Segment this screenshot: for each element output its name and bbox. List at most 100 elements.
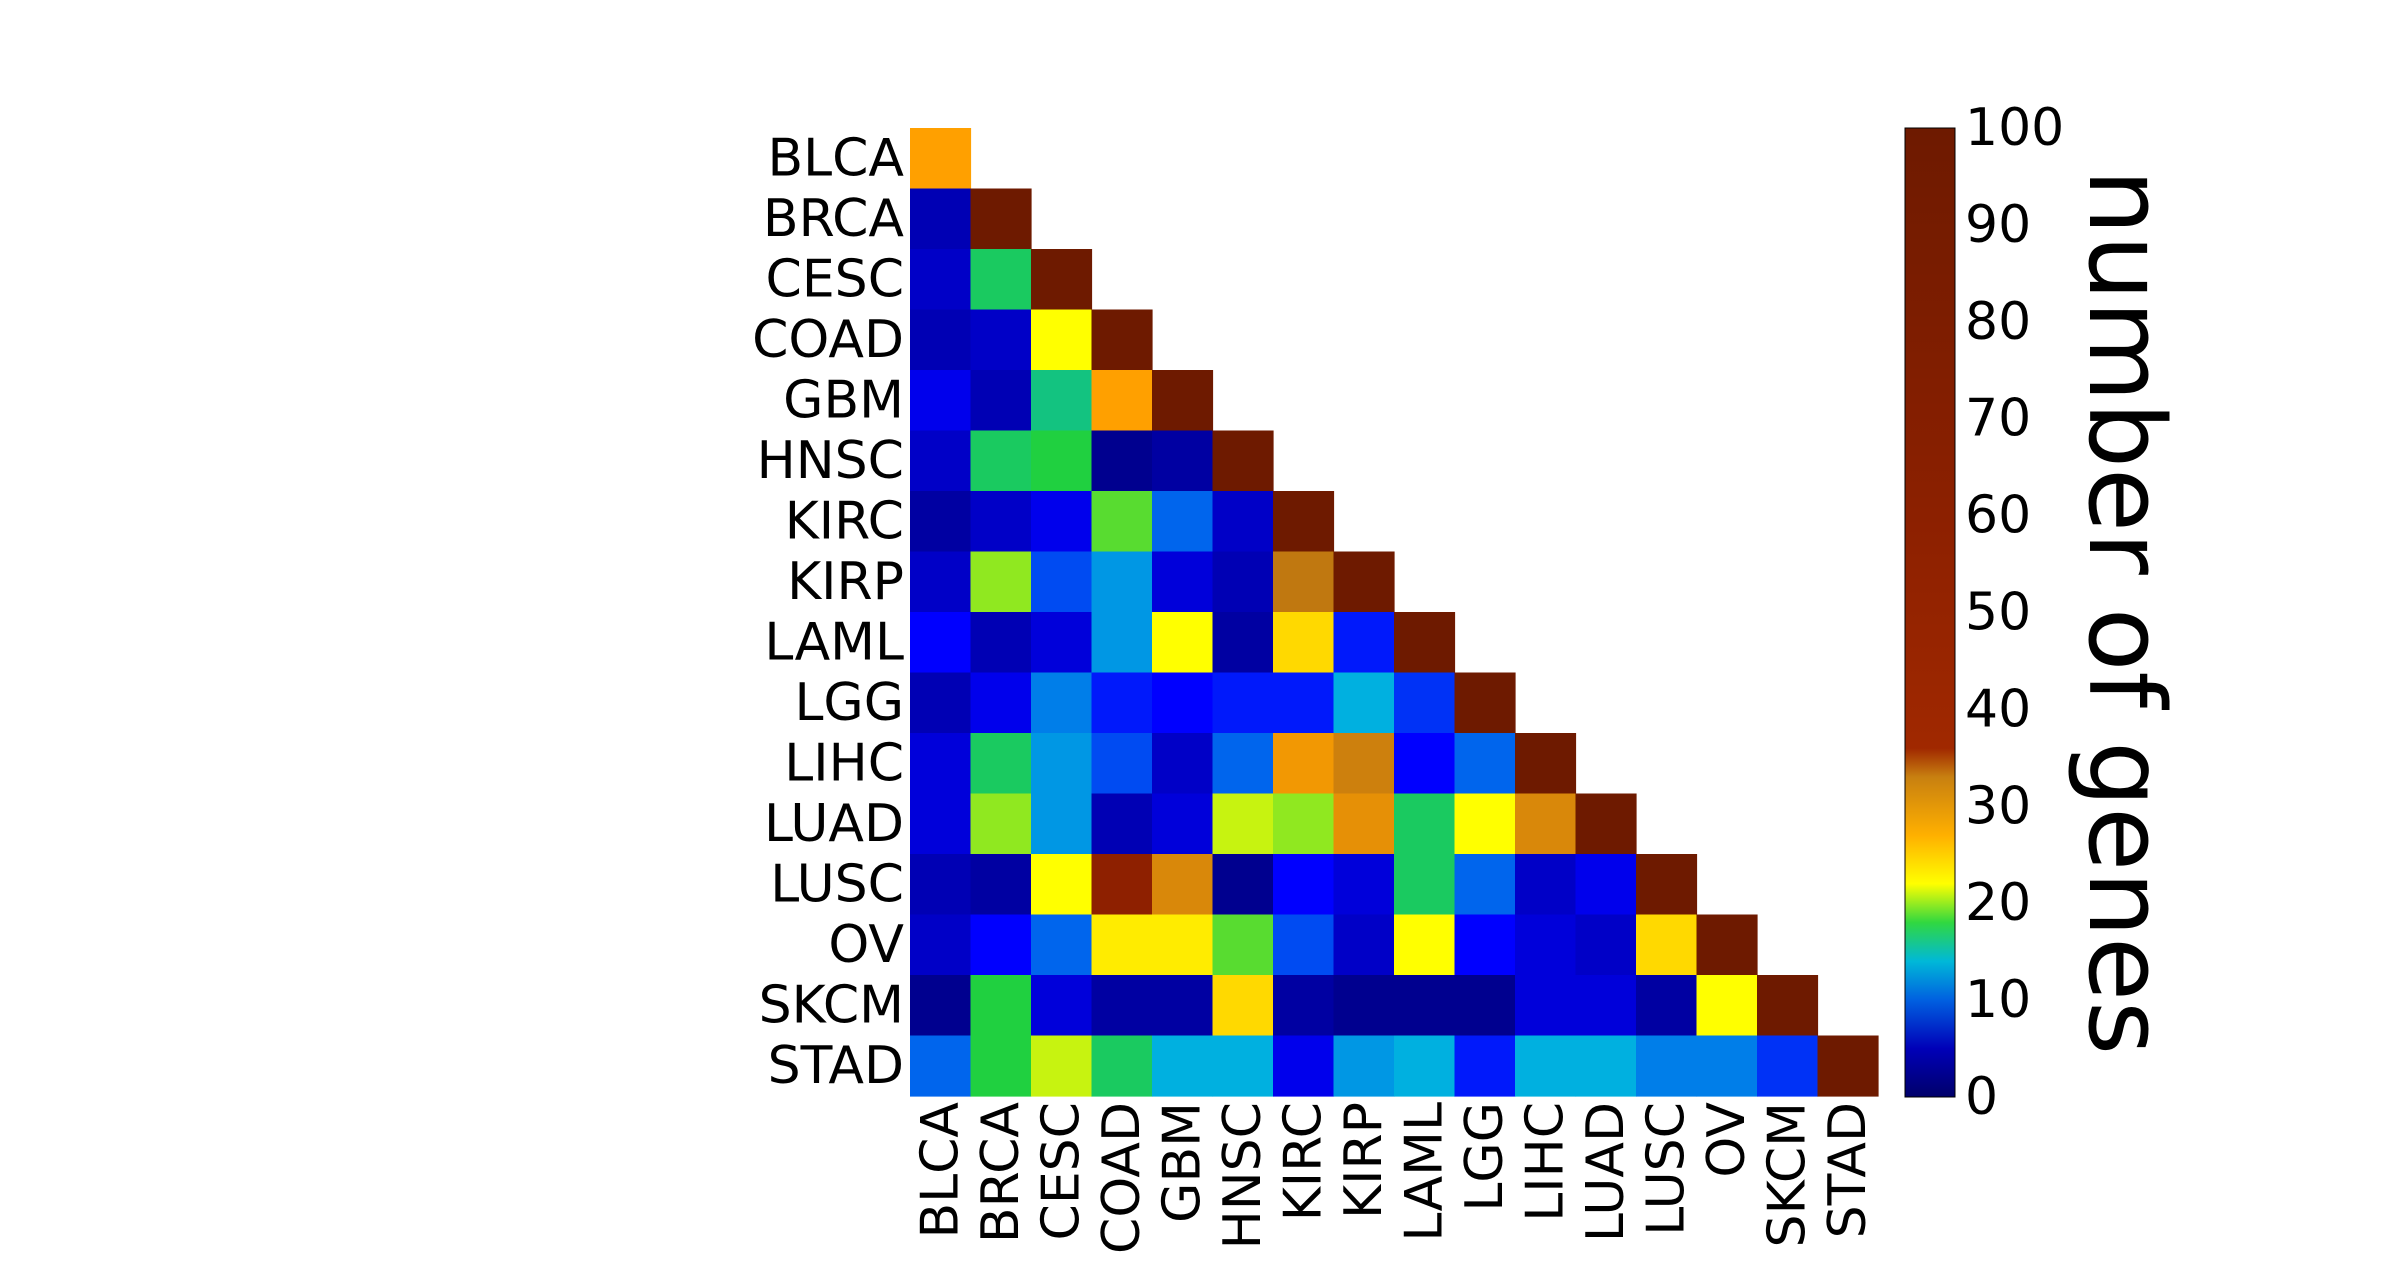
row-label-blca: BLCA [767, 128, 904, 188]
heatmap-cell-luad-laml [1394, 793, 1456, 855]
heatmap-cell-hnsc-gbm [1152, 430, 1214, 492]
colorbar-tick-80: 80 [1965, 292, 2031, 352]
heatmap-cell-laml-cesc [1031, 612, 1093, 674]
heatmap-cell-ov-luad [1575, 914, 1637, 976]
heatmap-cell-lusc-kirc [1273, 854, 1335, 916]
heatmap-cell-lihc-laml [1394, 733, 1456, 795]
heatmap-cell-gbm-gbm [1152, 370, 1214, 432]
heatmap-cell-lgg-laml [1394, 672, 1456, 734]
column-label-skcm: SKCM [1757, 1102, 1817, 1247]
heatmap-cell-stad-cesc [1031, 1035, 1093, 1097]
heatmap-cell-cesc-brca [970, 249, 1032, 311]
row-label-skcm: SKCM [759, 975, 904, 1035]
heatmap-cell-gbm-brca [970, 370, 1032, 432]
heatmap-cell-luad-brca [970, 793, 1032, 855]
heatmap-cell-laml-kirp [1333, 612, 1395, 674]
heatmap-cell-luad-kirp [1333, 793, 1395, 855]
heatmap-cell-stad-kirp [1333, 1035, 1395, 1097]
heatmap-cell-lihc-cesc [1031, 733, 1093, 795]
heatmap-cell-skcm-lihc [1515, 975, 1577, 1037]
heatmap-cell-skcm-luad [1575, 975, 1637, 1037]
heatmap-cell-lusc-lusc [1636, 854, 1698, 916]
row-label-ov: OV [828, 915, 904, 975]
heatmap-cell-kirp-kirc [1273, 551, 1335, 613]
heatmap-cell-lgg-gbm [1152, 672, 1214, 734]
heatmap-cell-lusc-brca [970, 854, 1032, 916]
heatmap-cell-lgg-coad [1091, 672, 1153, 734]
heatmap-cell-gbm-blca [910, 370, 972, 432]
heatmap-cell-ov-laml [1394, 914, 1456, 976]
heatmap-cell-skcm-hnsc [1212, 975, 1274, 1037]
heatmap-cell-cesc-blca [910, 249, 972, 311]
heatmap-cell-stad-blca [910, 1035, 972, 1097]
heatmap-cell-coad-brca [970, 309, 1032, 371]
heatmap-cell-skcm-blca [910, 975, 972, 1037]
row-label-kirp: KIRP [787, 552, 904, 612]
heatmap-cell-lihc-hnsc [1212, 733, 1274, 795]
heatmap-cell-gbm-coad [1091, 370, 1153, 432]
heatmap-cell-lusc-gbm [1152, 854, 1214, 916]
heatmap-cell-skcm-ov [1696, 975, 1758, 1037]
heatmap-cell-kirc-hnsc [1212, 491, 1274, 553]
heatmap-cell-stad-gbm [1152, 1035, 1214, 1097]
heatmap-cell-lihc-lgg [1454, 733, 1516, 795]
heatmap-cell-ov-gbm [1152, 914, 1214, 976]
column-label-lihc: LIHC [1515, 1102, 1575, 1222]
column-label-lgg: LGG [1455, 1102, 1515, 1212]
column-label-cesc: CESC [1031, 1102, 1091, 1240]
heatmap-cell-ov-ov [1696, 914, 1758, 976]
heatmap-cell-lusc-luad [1575, 854, 1637, 916]
heatmap-cell-gbm-cesc [1031, 370, 1093, 432]
heatmap-cell-stad-laml [1394, 1035, 1456, 1097]
heatmap-cell-laml-coad [1091, 612, 1153, 674]
heatmap-cell-ov-lihc [1515, 914, 1577, 976]
column-label-gbm: GBM [1152, 1102, 1212, 1223]
colorbar-ticks: 0 10 20 30 40 50 60 70 80 90 100 [1965, 98, 2064, 1127]
heatmap-cell-skcm-lusc [1636, 975, 1698, 1037]
heatmap-cell-skcm-cesc [1031, 975, 1093, 1037]
heatmap-cell-lusc-lgg [1454, 854, 1516, 916]
heatmap-cell-kirp-coad [1091, 551, 1153, 613]
heatmap-cell-hnsc-cesc [1031, 430, 1093, 492]
heatmap-cell-skcm-gbm [1152, 975, 1214, 1037]
heatmap-cell-skcm-lgg [1454, 975, 1516, 1037]
heatmap-cell-ov-brca [970, 914, 1032, 976]
heatmap-cell-ov-lusc [1636, 914, 1698, 976]
heatmap-cell-stad-kirc [1273, 1035, 1335, 1097]
heatmap-cell-stad-lgg [1454, 1035, 1516, 1097]
heatmap-cell-kirc-coad [1091, 491, 1153, 553]
heatmap-cell-lusc-lihc [1515, 854, 1577, 916]
column-label-ov: OV [1697, 1102, 1757, 1178]
column-label-lusc: LUSC [1636, 1102, 1696, 1236]
heatmap-cell-lihc-lihc [1515, 733, 1577, 795]
heatmap-cell-coad-coad [1091, 309, 1153, 371]
row-label-lusc: LUSC [770, 854, 904, 914]
heatmap-cell-lihc-coad [1091, 733, 1153, 795]
colorbar-tick-100: 100 [1965, 98, 2064, 158]
heatmap-cell-brca-brca [970, 188, 1032, 250]
row-label-lihc: LIHC [784, 733, 904, 793]
heatmap-cell-stad-brca [970, 1035, 1032, 1097]
heatmap-cell-luad-luad [1575, 793, 1637, 855]
heatmap-cell-lusc-blca [910, 854, 972, 916]
column-label-coad: COAD [1092, 1102, 1152, 1254]
heatmap-cell-kirc-kirc [1273, 491, 1335, 553]
heatmap-cell-lgg-brca [970, 672, 1032, 734]
colorbar-tick-30: 30 [1965, 776, 2031, 836]
heatmap-cell-coad-blca [910, 309, 972, 371]
heatmap-cell-ov-lgg [1454, 914, 1516, 976]
heatmap-cell-ov-kirc [1273, 914, 1335, 976]
heatmap-cell-hnsc-coad [1091, 430, 1153, 492]
heatmap-cell-ov-cesc [1031, 914, 1093, 976]
heatmap-cell-ov-kirp [1333, 914, 1395, 976]
row-label-luad: LUAD [764, 794, 904, 854]
heatmap-cell-luad-kirc [1273, 793, 1335, 855]
heatmap-cell-skcm-coad [1091, 975, 1153, 1037]
colorbar-tick-10: 10 [1965, 970, 2031, 1030]
heatmap-cell-luad-lgg [1454, 793, 1516, 855]
colorbar-tick-40: 40 [1965, 679, 2031, 739]
row-label-lgg: LGG [794, 673, 904, 733]
heatmap-cell-luad-lihc [1515, 793, 1577, 855]
row-label-stad: STAD [768, 1036, 904, 1096]
